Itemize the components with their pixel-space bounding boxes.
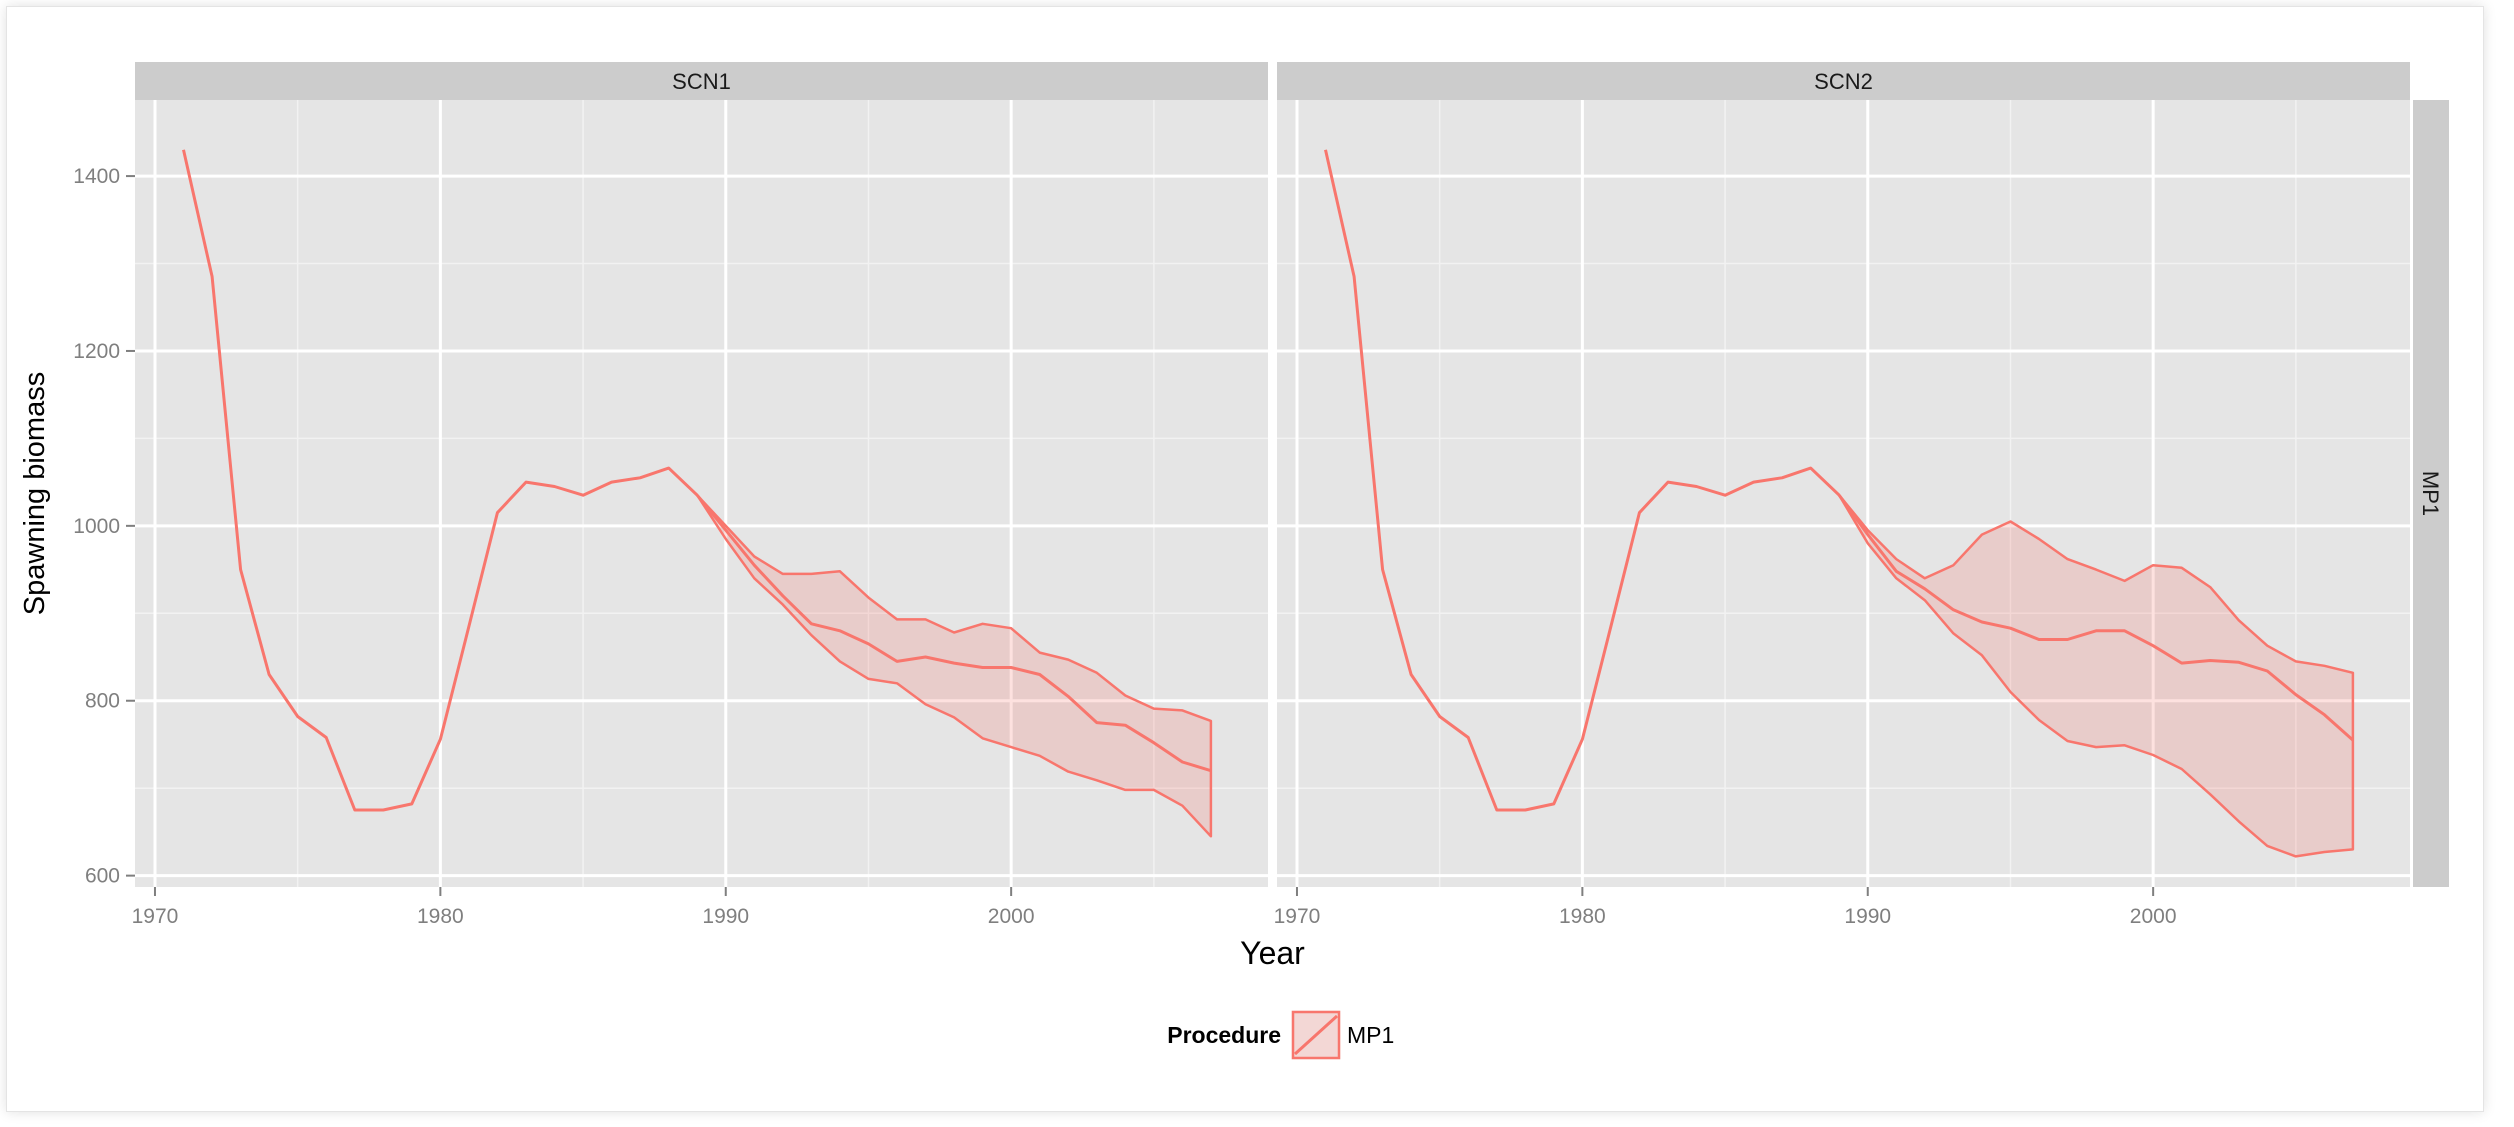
x-axis-label: Year [1240, 935, 1305, 971]
facet-row-strip: MP1 [2413, 100, 2449, 887]
x-tick-label: 1980 [1559, 905, 1606, 928]
x-tick-label: 1980 [417, 905, 464, 928]
facet-row-strip-bg [2413, 100, 2449, 887]
legend-title: Procedure [1167, 1022, 1281, 1048]
facet-row-label: MP1 [2418, 471, 2443, 516]
x-tick-label: 1970 [132, 905, 179, 928]
projection-ribbon [695, 493, 1213, 838]
projection-ribbon [1837, 493, 2355, 858]
facet-strip-label: SCN1 [672, 69, 731, 94]
y-tick-label: 1000 [73, 515, 120, 538]
legend-key-line [1293, 1014, 1339, 1056]
history-line [1324, 149, 1841, 812]
projection-median-line [696, 494, 1212, 773]
y-tick-label: 800 [85, 690, 120, 713]
projection-median-line [1837, 494, 2354, 742]
facet-strip-bg [135, 62, 1268, 100]
legend: Procedure MP1 [1167, 1009, 1394, 1061]
facet-strip-bg [1277, 62, 2410, 100]
y-axis-label: Spawning biomass [19, 372, 51, 615]
x-tick-label: 1970 [1274, 905, 1321, 928]
panel-scn2: SCN2 1970 1980 1990 2000 [1274, 62, 2410, 928]
y-tick-label: 600 [85, 865, 120, 888]
panel-background [135, 100, 1268, 887]
y-tick-label: 1200 [73, 340, 120, 363]
facet-strip-label: SCN2 [1814, 69, 1873, 94]
y-tick-label: 1400 [73, 165, 120, 188]
panel-background [1277, 100, 2410, 887]
history-line [182, 149, 699, 812]
panel-scn1: SCN1 1970 1980 1990 2000 600 800 1000 1200 1400 [73, 62, 1268, 928]
legend-entry-mp1: MP1 [1347, 1022, 1394, 1048]
x-tick-label: 2000 [2130, 905, 2177, 928]
x-tick-label: 2000 [988, 905, 1035, 928]
x-tick-label: 1990 [702, 905, 749, 928]
x-tick-label: 1990 [1844, 905, 1891, 928]
